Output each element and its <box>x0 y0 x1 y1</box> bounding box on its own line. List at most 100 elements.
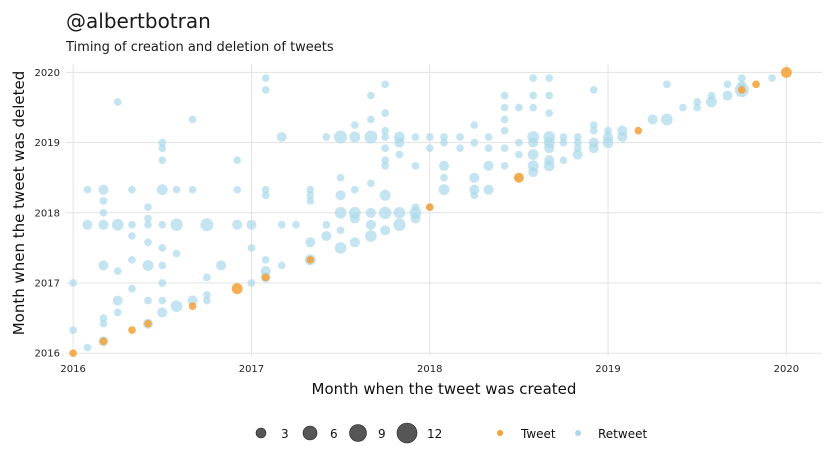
retweet-point <box>647 114 658 125</box>
retweet-point <box>172 249 181 258</box>
retweet-point <box>440 138 448 147</box>
retweet-point <box>381 109 389 117</box>
retweet-point <box>484 133 493 141</box>
retweet-point <box>381 133 389 141</box>
retweet-point <box>113 267 122 275</box>
retweet-point <box>706 96 717 108</box>
retweet-point <box>261 74 270 82</box>
retweet-point <box>456 144 464 153</box>
retweet-point <box>336 173 345 182</box>
retweet-point <box>113 98 122 106</box>
retweet-point <box>367 179 375 188</box>
retweet-point <box>409 206 422 219</box>
retweet-point <box>483 184 494 195</box>
retweet-point <box>98 219 109 230</box>
retweet-point <box>306 191 315 200</box>
retweet-point <box>305 237 316 248</box>
retweet-point <box>500 115 509 124</box>
retweet-point <box>261 86 270 94</box>
retweet-point <box>411 133 420 141</box>
x-tick-label: 2018 <box>417 364 442 375</box>
retweet-point <box>573 138 582 147</box>
retweet-point <box>470 121 479 129</box>
retweet-point <box>351 121 359 129</box>
retweet-point <box>128 185 136 194</box>
tweet-point <box>69 349 77 358</box>
legend-size-6-circle <box>302 425 318 441</box>
retweet-point <box>112 295 123 306</box>
retweet-point <box>158 261 167 270</box>
retweet-point <box>365 207 376 218</box>
tweet-point <box>634 126 643 135</box>
retweet-point <box>365 219 376 230</box>
retweet-point <box>349 131 361 143</box>
retweet-point <box>156 184 168 196</box>
tweet-point <box>780 66 792 78</box>
retweet-point <box>277 261 286 270</box>
x-axis-ticks: 2016 2017 2018 2019 2020 <box>60 364 799 375</box>
retweet-point <box>438 160 450 171</box>
retweet-point <box>334 206 347 219</box>
retweet-point <box>589 121 598 129</box>
retweet-point <box>393 131 405 143</box>
retweet-point <box>722 90 733 101</box>
retweet-point <box>187 295 198 306</box>
retweet-point <box>322 220 331 229</box>
retweet-point <box>277 220 286 229</box>
retweet-point <box>99 319 108 328</box>
retweet-point <box>144 296 152 305</box>
retweet-point <box>158 138 167 147</box>
x-tick-label: 2017 <box>239 364 264 375</box>
legend-size-12: 12 <box>427 427 442 441</box>
retweet-point <box>99 197 108 205</box>
retweet-point <box>500 161 509 170</box>
retweet-point <box>723 80 732 89</box>
retweet-point <box>83 343 92 352</box>
gridlines <box>66 64 822 356</box>
retweet-point <box>335 190 346 201</box>
legend: 3 6 9 12 Tweet Retweet <box>255 422 647 444</box>
retweet-point <box>232 219 243 230</box>
retweet-point <box>144 203 152 212</box>
retweet-point <box>306 185 315 194</box>
retweet-point <box>573 144 582 153</box>
retweet-point <box>158 244 167 252</box>
retweet-point <box>393 218 406 231</box>
retweet-point <box>425 133 434 141</box>
retweet-point <box>188 185 197 194</box>
retweet-point <box>573 133 582 141</box>
legend-tweet-dot <box>497 430 503 436</box>
legend-tweet: Tweet <box>520 427 556 441</box>
retweet-point <box>69 326 77 334</box>
retweet-point <box>603 131 614 143</box>
retweet-point <box>322 133 331 141</box>
retweet-point <box>545 74 554 82</box>
retweet-point <box>529 74 537 82</box>
retweet-point <box>144 238 152 247</box>
retweet-point <box>203 291 211 299</box>
tweet-point <box>99 337 108 346</box>
retweet-point <box>334 130 348 144</box>
retweet-point <box>128 220 136 229</box>
retweet-point <box>411 161 420 170</box>
retweet-point <box>158 156 167 164</box>
retweet-point <box>128 232 136 240</box>
retweet-point <box>158 279 167 287</box>
retweet-point <box>233 156 241 164</box>
retweet-point <box>158 220 167 229</box>
y-tick-label: 2017 <box>35 279 60 290</box>
retweet-point <box>99 208 108 217</box>
tweet-point <box>188 302 197 310</box>
retweet-point <box>768 74 776 82</box>
x-axis-title: Month when the tweet was created <box>312 380 577 398</box>
retweet-point <box>203 296 211 305</box>
retweet-point <box>527 160 539 172</box>
retweet-point <box>515 150 523 159</box>
retweet-point <box>483 160 494 171</box>
retweet-point <box>559 133 568 141</box>
y-axis-ticks: 2016 2017 2018 2019 2020 <box>35 68 60 360</box>
retweet-point <box>381 156 389 164</box>
legend-size-3-circle <box>255 427 267 439</box>
retweet-point <box>379 189 391 201</box>
retweet-point <box>604 126 612 135</box>
